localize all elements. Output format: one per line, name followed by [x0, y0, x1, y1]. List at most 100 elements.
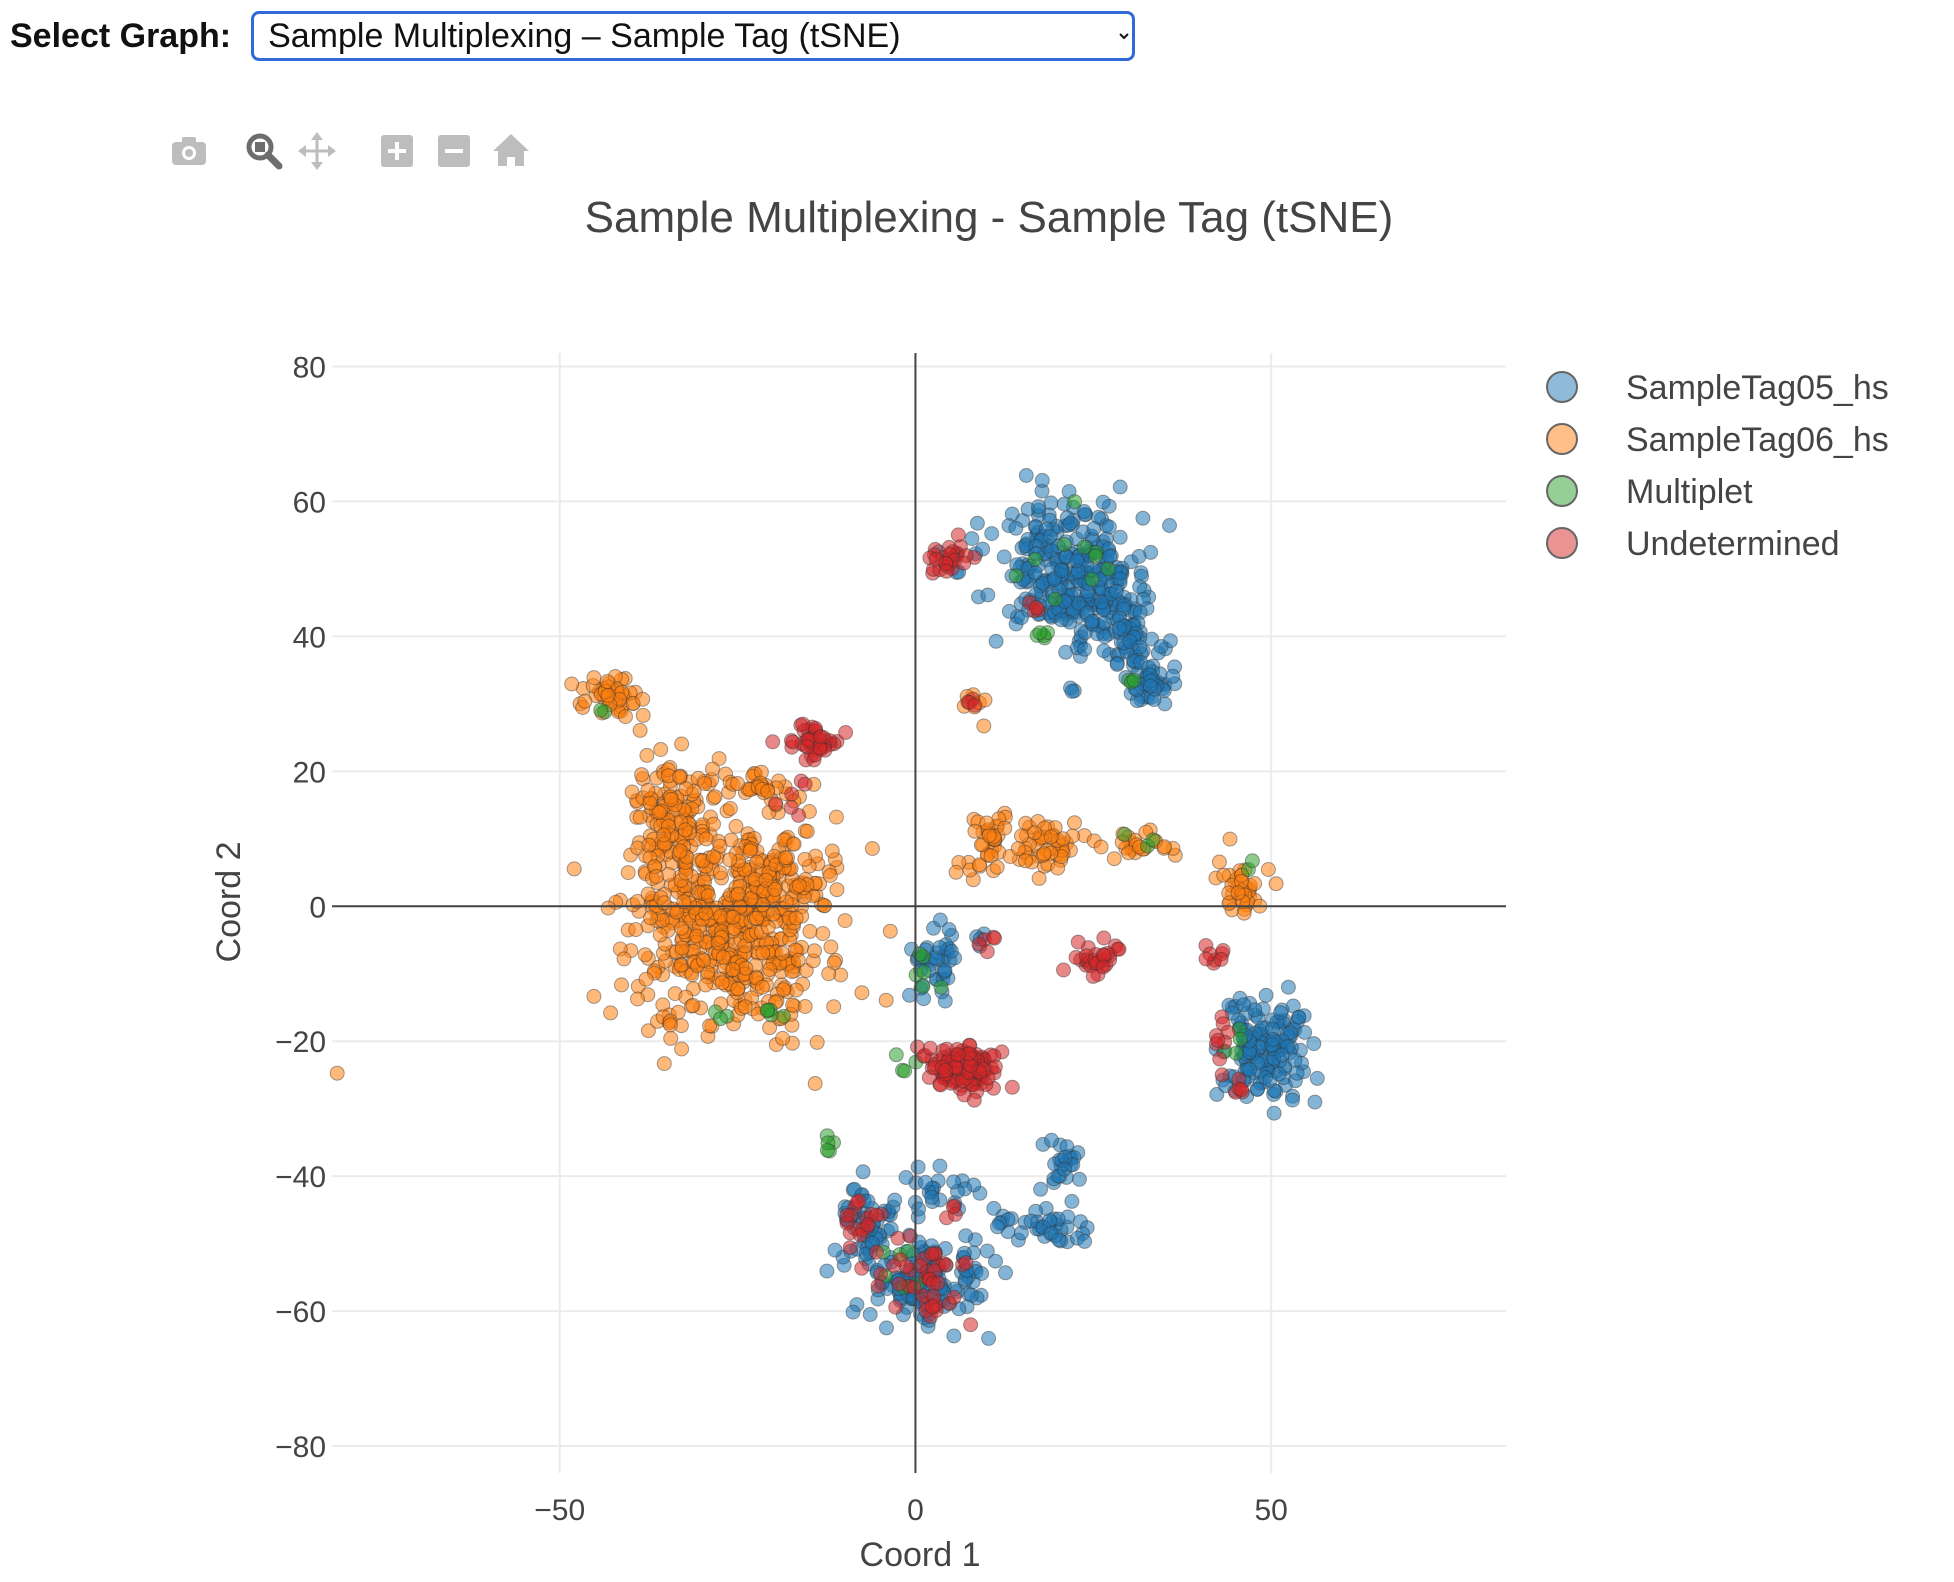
- zoom-in-icon[interactable]: [376, 130, 418, 172]
- scatter-point: [1027, 551, 1043, 567]
- scatter-point: [882, 923, 898, 939]
- scatter-point: [749, 854, 765, 870]
- zoom-icon[interactable]: [243, 130, 285, 172]
- scatter-point: [799, 739, 815, 755]
- scatter-point: [946, 1328, 962, 1344]
- scatter-point: [788, 910, 804, 926]
- legend-marker[interactable]: [1546, 475, 1578, 507]
- scatter-point: [1228, 1045, 1244, 1061]
- scatter-point: [712, 865, 728, 881]
- scatter-point: [1001, 603, 1017, 619]
- y-tick-label: −60: [275, 1296, 326, 1329]
- scatter-point: [1042, 1213, 1058, 1229]
- zoom-out-icon[interactable]: [433, 130, 475, 172]
- series-undetermined: [765, 527, 1250, 1333]
- scatter-point: [737, 999, 753, 1015]
- scatter-point: [785, 734, 801, 750]
- scatter-point: [822, 868, 838, 883]
- scatter-point: [774, 945, 790, 961]
- scatter-point: [937, 962, 953, 978]
- scatter-point: [639, 747, 655, 763]
- scatter-point: [1064, 1193, 1080, 1209]
- scatter-point: [989, 859, 1005, 875]
- y-tick-label: 60: [293, 486, 326, 519]
- scatter-point: [662, 1017, 678, 1033]
- scatter-point: [797, 851, 813, 867]
- scatter-point: [1247, 876, 1263, 891]
- legend-marker[interactable]: [1546, 371, 1578, 403]
- home-icon[interactable]: [490, 130, 532, 172]
- legend-marker[interactable]: [1546, 527, 1578, 559]
- legend-label[interactable]: SampleTag06_hs: [1626, 421, 1889, 459]
- scatter-point: [1036, 846, 1052, 862]
- scatter-point: [1109, 656, 1125, 672]
- scatter-point: [755, 897, 771, 913]
- scatter-point: [1132, 639, 1148, 655]
- y-tick-label: 20: [293, 756, 326, 789]
- scatter-point: [986, 1200, 1002, 1216]
- data-points: [329, 468, 1325, 1346]
- scatter-point: [1086, 520, 1102, 536]
- scatter-point: [1291, 1009, 1307, 1025]
- pan-icon[interactable]: [296, 130, 338, 172]
- legend-marker[interactable]: [1546, 423, 1578, 455]
- scatter-point: [730, 776, 745, 791]
- scatter-point: [864, 841, 880, 856]
- scatter-point: [906, 1280, 922, 1296]
- scatter-point: [998, 1265, 1013, 1281]
- scatter-point: [826, 999, 842, 1015]
- scatter-point: [696, 952, 711, 968]
- scatter-point: [802, 923, 818, 939]
- scatter-point: [1132, 579, 1148, 595]
- scatter-point: [924, 1246, 940, 1262]
- x-tick-label: 0: [907, 1494, 924, 1527]
- scatter-point: [1084, 571, 1100, 587]
- scatter-point: [890, 1230, 906, 1246]
- scatter-point: [1216, 867, 1232, 883]
- graph-select-dropdown[interactable]: Sample Multiplexing – Sample Tag (tSNE): [251, 11, 1136, 61]
- scatter-point: [839, 1207, 855, 1223]
- scatter-point: [988, 1253, 1003, 1269]
- legend-label[interactable]: SampleTag05_hs: [1626, 369, 1889, 407]
- scatter-point: [1064, 683, 1080, 699]
- scatter-point: [842, 1240, 858, 1256]
- scatter-point: [897, 1063, 913, 1079]
- scatter-point: [1131, 548, 1147, 564]
- camera-icon[interactable]: [168, 130, 210, 172]
- scatter-point: [1018, 468, 1034, 483]
- scatter-point: [1117, 826, 1133, 842]
- scatter-point: [939, 563, 954, 579]
- scatter-point: [937, 1062, 953, 1078]
- scatter-point: [1112, 479, 1128, 495]
- scatter-point: [1076, 539, 1092, 555]
- scatter-point: [706, 849, 721, 865]
- scatter-point: [922, 1040, 938, 1056]
- scatter-point: [963, 1287, 979, 1303]
- scatter-point: [749, 910, 765, 926]
- scatter-point: [829, 882, 845, 898]
- scatter-point: [938, 1257, 954, 1273]
- scatter-point: [1242, 1062, 1257, 1078]
- scatter-point: [1230, 885, 1246, 901]
- scatter-point: [586, 670, 602, 686]
- legend-label[interactable]: Undetermined: [1626, 525, 1840, 563]
- scatter-point: [1004, 1079, 1020, 1095]
- scatter-point: [1067, 815, 1082, 831]
- scatter-point: [722, 801, 738, 816]
- y-tick-label: 80: [293, 351, 326, 384]
- scatter-point: [600, 900, 616, 916]
- scatter-point: [760, 1002, 776, 1018]
- scatter-point: [1100, 561, 1116, 577]
- scatter-point: [643, 910, 659, 926]
- scatter-point: [966, 1092, 982, 1108]
- scatter-point: [1280, 979, 1296, 995]
- y-axis-title: Coord 2: [210, 842, 248, 963]
- legend-label[interactable]: Multiplet: [1626, 473, 1753, 511]
- graph-selector: Select Graph: Sample Multiplexing – Samp…: [10, 10, 1136, 62]
- scatter-point: [1069, 553, 1085, 569]
- scatter-point: [868, 1207, 884, 1223]
- scatter-point: [635, 691, 651, 707]
- scatter-point: [742, 843, 758, 859]
- scatter-point: [1258, 987, 1274, 1003]
- scatter-point: [862, 1307, 878, 1322]
